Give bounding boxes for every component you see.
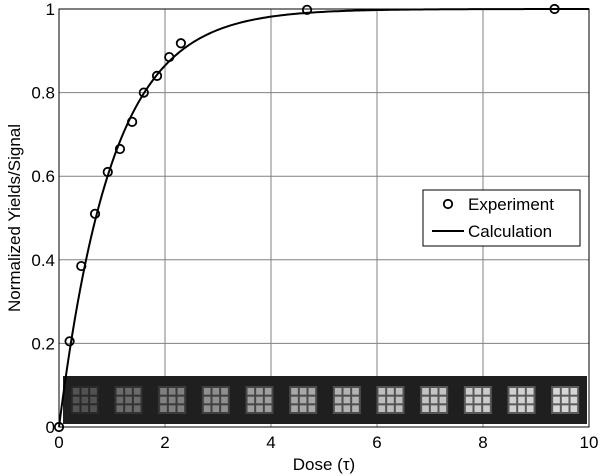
inset-background (63, 376, 587, 424)
legend-label-calculation: Calculation (468, 222, 552, 241)
inset-panel-8 (376, 386, 405, 414)
inset-panel-2 (114, 386, 143, 414)
experiment-point-11 (175, 38, 186, 49)
inset-panel-9 (420, 386, 449, 414)
x-tick-label-3: 6 (372, 433, 381, 452)
x-tick-label-1: 2 (160, 433, 169, 452)
experiment-point-9 (151, 70, 163, 81)
inset-image-strip (63, 376, 587, 424)
x-tick-label-2: 4 (266, 433, 275, 452)
experiment-point-3 (76, 260, 87, 272)
x-axis-label: Dose (τ) (293, 455, 355, 474)
inset-panel-7 (332, 386, 361, 414)
y-tick-label-4: 0.8 (31, 84, 55, 103)
y-tick-label-2: 0.4 (31, 251, 55, 270)
y-tick-label-5: 1 (46, 0, 55, 19)
legend-marker-experiment (442, 198, 454, 210)
experiment-point-5 (102, 166, 113, 178)
experiment-point-2 (64, 336, 75, 347)
inset-panel-12 (551, 386, 580, 414)
inset-panel-3 (158, 386, 187, 414)
experiment-point-8 (138, 87, 149, 98)
plot-frame (58, 8, 590, 428)
y-tick-label-3: 0.6 (31, 167, 55, 186)
legend: Experiment Calculation (422, 189, 581, 247)
inset-panel-10 (463, 386, 492, 414)
inset-panel-11 (507, 386, 536, 414)
experiment-point-6 (114, 143, 126, 155)
x-tick-label-0: 0 (54, 433, 63, 452)
legend-label-experiment: Experiment (468, 195, 554, 214)
inset-panel-6 (289, 386, 318, 414)
inset-panel-1 (70, 386, 99, 414)
x-tick-label-4: 8 (478, 433, 487, 452)
tick-labels: 0 2 4 6 8 10 0 0.2 0.4 0.6 0.8 1 (31, 0, 598, 452)
inset-panel-4 (201, 386, 230, 414)
y-tick-label-1: 0.2 (31, 334, 55, 353)
y-tick-label-0: 0 (46, 418, 55, 437)
experiment-point-4 (89, 208, 101, 219)
inset-panel-5 (245, 386, 274, 414)
experiment-point-10 (164, 51, 175, 63)
y-axis-label: Normalized Yields/Signal (5, 124, 24, 312)
experiment-point-7 (127, 116, 138, 127)
experiment-point-12 (301, 4, 313, 15)
x-tick-label-5: 10 (580, 433, 599, 452)
